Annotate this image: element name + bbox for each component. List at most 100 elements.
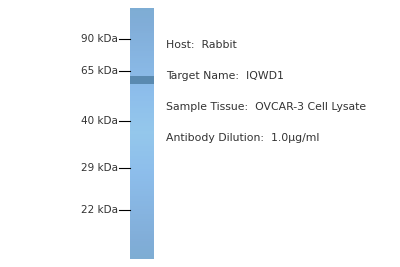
Bar <box>130 246 154 249</box>
Bar <box>130 66 154 68</box>
Bar <box>130 101 154 103</box>
Bar <box>130 174 154 176</box>
Bar <box>130 189 154 191</box>
Bar <box>130 144 154 146</box>
Bar <box>130 46 154 48</box>
Bar <box>130 181 154 184</box>
Bar <box>130 93 154 96</box>
Bar <box>130 176 154 179</box>
Bar <box>130 68 154 71</box>
Bar <box>130 204 154 206</box>
Bar <box>130 241 154 244</box>
Bar <box>130 136 154 139</box>
Bar <box>130 123 154 126</box>
Bar <box>130 18 154 21</box>
Bar <box>130 252 154 254</box>
Bar <box>130 119 154 121</box>
Bar <box>130 146 154 148</box>
Bar <box>130 36 154 38</box>
Bar <box>130 31 154 33</box>
Bar <box>130 10 154 13</box>
Text: 65 kDa: 65 kDa <box>81 66 118 76</box>
Bar <box>130 206 154 209</box>
Bar <box>130 21 154 23</box>
Bar <box>130 111 154 113</box>
Bar <box>130 113 154 116</box>
Bar <box>130 179 154 181</box>
Bar <box>130 48 154 51</box>
Bar <box>130 56 154 58</box>
Bar <box>130 151 154 154</box>
Bar <box>130 139 154 141</box>
Text: Target Name:  IQWD1: Target Name: IQWD1 <box>166 71 284 81</box>
Bar <box>130 156 154 159</box>
Bar <box>130 154 154 156</box>
Bar <box>130 169 154 171</box>
Bar <box>130 234 154 236</box>
Bar <box>130 128 154 131</box>
Bar <box>130 216 154 219</box>
Bar <box>130 51 154 53</box>
Bar <box>130 249 154 252</box>
Bar <box>130 191 154 194</box>
Bar <box>130 96 154 98</box>
Bar <box>130 226 154 229</box>
Bar <box>130 244 154 246</box>
Bar <box>130 257 154 259</box>
Bar <box>130 141 154 144</box>
Bar <box>130 236 154 239</box>
Text: 22 kDa: 22 kDa <box>81 205 118 215</box>
Bar <box>130 83 154 86</box>
Bar <box>130 201 154 204</box>
Bar <box>130 81 154 83</box>
Bar <box>130 166 154 169</box>
Bar <box>130 88 154 91</box>
Bar <box>130 196 154 199</box>
Bar <box>130 116 154 119</box>
Bar <box>130 98 154 101</box>
Text: 29 kDa: 29 kDa <box>81 163 118 173</box>
Bar <box>130 194 154 196</box>
Bar <box>130 159 154 161</box>
Bar <box>130 23 154 26</box>
Bar <box>130 53 154 56</box>
Bar <box>130 63 154 66</box>
Text: 90 kDa: 90 kDa <box>81 34 118 44</box>
Bar <box>130 254 154 257</box>
Bar <box>130 184 154 186</box>
Bar <box>130 199 154 201</box>
Bar <box>130 164 154 166</box>
Bar <box>130 106 154 108</box>
Bar <box>130 76 154 84</box>
Bar <box>130 73 154 76</box>
Bar <box>130 224 154 226</box>
Bar <box>130 38 154 41</box>
Text: 40 kDa: 40 kDa <box>81 116 118 127</box>
Bar <box>130 186 154 189</box>
Bar <box>130 76 154 78</box>
Text: Host:  Rabbit: Host: Rabbit <box>166 40 237 50</box>
Bar <box>130 148 154 151</box>
Bar <box>130 161 154 164</box>
Bar <box>130 219 154 221</box>
Bar <box>130 126 154 128</box>
Bar <box>130 33 154 36</box>
Bar <box>130 8 154 10</box>
Bar <box>130 71 154 73</box>
Bar <box>130 28 154 31</box>
Bar <box>130 103 154 106</box>
Bar <box>130 231 154 234</box>
Bar <box>130 86 154 88</box>
Bar <box>130 91 154 93</box>
Bar <box>130 26 154 28</box>
Bar <box>130 61 154 63</box>
Bar <box>130 134 154 136</box>
Bar <box>130 131 154 134</box>
Bar <box>130 239 154 241</box>
Text: Sample Tissue:  OVCAR-3 Cell Lysate: Sample Tissue: OVCAR-3 Cell Lysate <box>166 102 366 112</box>
Bar <box>130 13 154 15</box>
Bar <box>130 229 154 231</box>
Bar <box>130 171 154 174</box>
Bar <box>130 214 154 216</box>
Bar <box>130 221 154 224</box>
